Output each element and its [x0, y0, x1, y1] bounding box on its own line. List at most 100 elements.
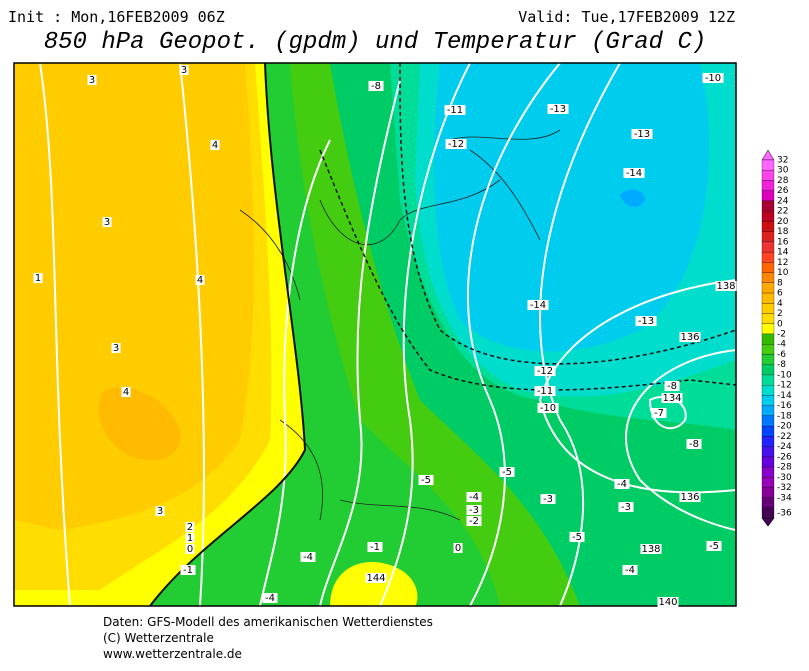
colorbar-label: 2 [777, 309, 783, 319]
label-box [537, 403, 559, 413]
colorbar-label: -12 [777, 381, 792, 391]
label-box [614, 479, 630, 489]
contour-label: 136 [680, 332, 699, 343]
colorbar-label: 12 [777, 258, 788, 268]
colorbar-swatch [761, 425, 775, 437]
contour-label: -13 [634, 129, 650, 140]
colorbar-label: -14 [777, 391, 792, 401]
label-box [300, 552, 316, 562]
label-box [640, 544, 662, 554]
label-box [444, 105, 466, 115]
contour-label: -7 [654, 408, 664, 419]
contour-label: -12 [537, 366, 553, 377]
colorbar-label: -4 [777, 340, 786, 350]
colorbar-label: 30 [777, 166, 789, 176]
label-box [686, 439, 702, 449]
label-box [661, 393, 683, 403]
contour-label: -2 [469, 516, 479, 527]
colorbar-label: 18 [777, 227, 789, 237]
contour-label: 4 [212, 140, 218, 151]
colorbar-label: 6 [777, 289, 783, 299]
colorbar-swatch [761, 497, 775, 509]
contour-label: -14 [626, 168, 642, 179]
colorbar-swatch [761, 487, 775, 498]
colorbar-label: -16 [777, 401, 792, 411]
colorbar-swatch [761, 507, 775, 519]
label-box [210, 140, 220, 150]
colorbar-swatch [761, 456, 775, 468]
valid-time: Valid: Tue,17FEB2009 12Z [518, 8, 735, 26]
contour-label: 144 [366, 573, 385, 584]
colorbar-label: -8 [777, 360, 786, 370]
contour-label: -10 [705, 73, 721, 84]
contour-label: -10 [540, 403, 556, 414]
contour-label: -12 [448, 139, 464, 150]
colorbar-swatch [761, 385, 775, 396]
colorbar-label: -30 [777, 473, 792, 483]
contour-label: -4 [265, 593, 275, 604]
colorbar-swatch [761, 333, 775, 345]
colorbar-label: 26 [777, 186, 789, 196]
label-box [102, 217, 112, 227]
colorbar-label: -20 [777, 422, 792, 432]
colorbar-swatch [761, 466, 775, 478]
contour-label: -4 [303, 552, 313, 563]
map [14, 63, 736, 606]
contour-label: -13 [638, 316, 654, 327]
footer-data: Daten: GFS-Modell des amerikanischen Wet… [103, 615, 433, 629]
colorbar-swatch [761, 436, 775, 447]
contour-label: -8 [371, 81, 381, 92]
label-box [547, 104, 569, 114]
label-box [534, 386, 556, 396]
map-frame [13, 62, 737, 607]
contour-label: -11 [537, 386, 553, 397]
colorbar-label: 8 [777, 278, 783, 288]
colorbar-swatch [761, 395, 775, 406]
label-box [185, 522, 195, 532]
colorbar-swatch [761, 221, 775, 232]
contour-label: -8 [667, 381, 677, 392]
contour-label: 2 [187, 522, 193, 533]
colorbar-swatch [761, 303, 775, 314]
colorbar-label: -32 [777, 483, 792, 493]
contour-label: -5 [572, 532, 582, 543]
contour-label: 3 [89, 75, 95, 86]
colorbar-swatch [761, 170, 775, 181]
colorbar-label: 24 [777, 196, 789, 206]
contour-label: -14 [530, 300, 546, 311]
label-box [540, 494, 556, 504]
contour-label: 138 [641, 544, 660, 555]
contour-label: -3 [621, 502, 631, 513]
label-box [453, 543, 463, 553]
contour-label: 134 [662, 393, 681, 404]
contour-label: 140 [658, 597, 677, 608]
footer-url: www.wetterzentrale.de [103, 647, 242, 661]
colorbar-swatch [761, 313, 775, 324]
label-box [466, 516, 482, 526]
label-box [527, 300, 549, 310]
label-box [367, 542, 383, 552]
label-box [651, 408, 667, 418]
label-box [121, 387, 131, 397]
contour-label: -3 [543, 494, 553, 505]
label-box [180, 565, 196, 575]
contour-label: 3 [181, 65, 187, 76]
colorbar-label: -24 [777, 442, 792, 452]
colorbar-swatch [761, 231, 775, 243]
colorbar-swatch [761, 241, 775, 253]
colorbar-bottom [761, 517, 775, 527]
colorbar-label: -2 [777, 330, 786, 340]
contour-label: -13 [550, 104, 566, 115]
colorbar-label: -36 [777, 509, 792, 519]
contour-label: -11 [447, 105, 463, 116]
colorbar-swatch [761, 354, 775, 365]
init-time: Init : Mon,16FEB2009 06Z [8, 8, 225, 26]
label-box [179, 65, 189, 75]
label-box [155, 506, 165, 516]
label-box [368, 81, 384, 91]
colorbar-label: 10 [777, 268, 789, 278]
contour-label: 0 [187, 544, 193, 555]
label-box [185, 544, 195, 554]
label-box [466, 492, 482, 502]
